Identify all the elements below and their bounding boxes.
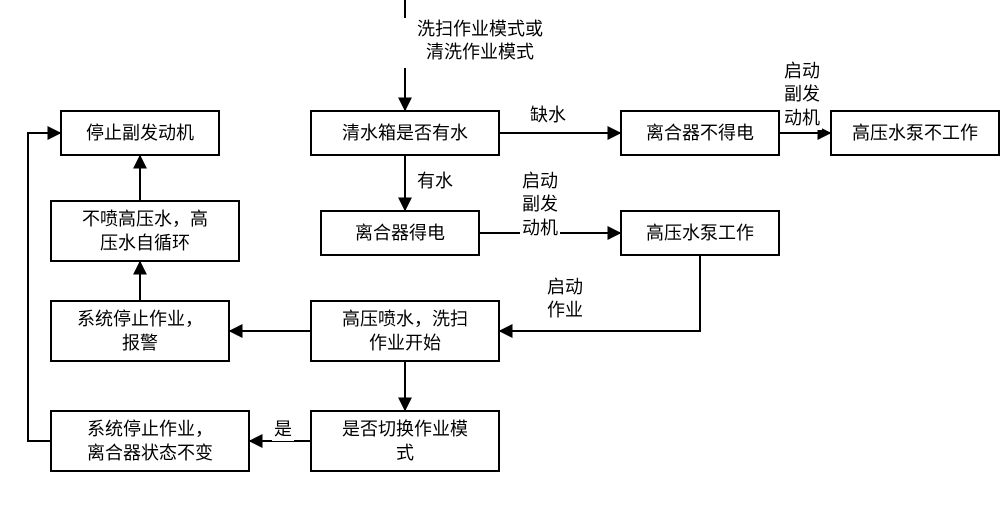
node-check_water: 清水箱是否有水 — [310, 110, 500, 156]
node-stop_clutch_keep: 系统停止作业，离合器状态不变 — [50, 410, 250, 472]
edge-e_pump_spray — [500, 256, 700, 331]
edge-label-e_pump_spray: 启动作业 — [545, 276, 585, 323]
node-stop_aux: 停止副发动机 — [60, 110, 220, 156]
node-clutch_on: 离合器得电 — [320, 210, 480, 256]
edge-e_keep_stop — [28, 133, 60, 441]
edge-label-e_sw_keep: 是 — [272, 418, 294, 441]
node-pump_on: 高压水泵工作 — [620, 210, 780, 256]
node-pump_off: 高压水泵不工作 — [830, 110, 1000, 156]
node-spray_begin: 高压喷水，洗扫作业开始 — [310, 300, 500, 362]
node-no_spray: 不喷高压水，高压水自循环 — [50, 200, 240, 262]
edge-label-e_co_start: 启动副发动机 — [782, 60, 822, 130]
edge-label-e_con_pump: 启动副发动机 — [520, 170, 560, 240]
edge-label-e_wc_lack: 缺水 — [528, 104, 568, 127]
node-clutch_off: 离合器不得电 — [620, 110, 780, 156]
node-stop_alarm: 系统停止作业，报警 — [50, 300, 230, 362]
node-mode_label: 洗扫作业模式或清洗作业模式 — [380, 18, 580, 68]
node-switch_mode: 是否切换作业模式 — [310, 410, 500, 472]
edge-label-e_wc_has: 有水 — [415, 170, 455, 193]
